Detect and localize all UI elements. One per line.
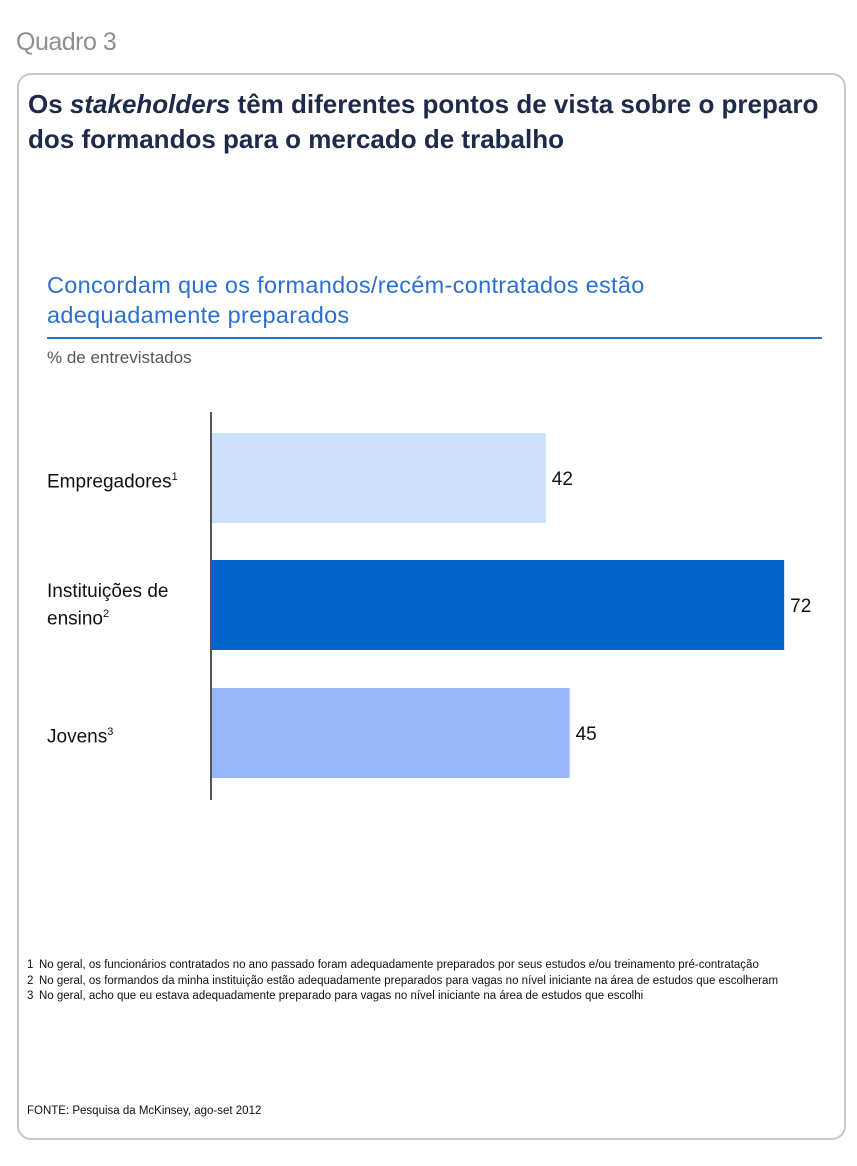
figure-number: Quadro 3 [16,28,117,56]
title-part-1: Os [28,89,70,119]
bar-value-label-3: 45 [576,724,597,745]
unit-label: % de entrevistados [47,348,192,367]
figure-title: Os stakeholders têm diferentes pontos de… [28,87,828,157]
footnote-text: No geral, acho que eu estava adequadamen… [39,990,644,1002]
bar-2 [212,560,785,650]
footnote-1: 1 No geral, os funcionários contratados n… [27,958,827,973]
footnote-2: 2 No geral, os formandos da minha institu… [27,974,827,989]
title-italic: stakeholders [69,89,231,119]
category-note-ref: 1 [171,471,178,483]
category-text: Instituições de ensino [47,581,169,630]
footnote-number: 2 [27,974,34,987]
bar-value-label-2: 72 [790,596,811,617]
bar-3 [212,688,570,778]
footnote-3: 3 No geral, acho que eu estava adequadame… [27,989,827,1004]
category-note-ref: 2 [103,608,110,620]
footnote-number: 3 [27,990,34,1002]
category-text: Empregadores [47,471,172,493]
category-text: Jovens [47,726,108,748]
title-divider [47,337,822,339]
bar-value-label-1: 42 [552,469,573,490]
category-label-2: Instituições de ensino2 [47,580,197,630]
footnote-number: 1 [27,959,34,971]
category-label-1: Empregadores1 [47,466,178,493]
footnotes: 1 No geral, os funcionários contratados n… [27,958,827,1005]
title-part-2: têm diferentes pontos de vista sobre o p… [28,89,819,154]
bar-1 [212,433,546,523]
category-label-3: Jovens3 [47,721,113,748]
chart-title: Concordam que os formandos/recém-contrat… [47,272,645,328]
footnote-text: No geral, os formandos da minha institui… [39,974,779,987]
category-note-ref: 3 [107,726,114,738]
source-note: FONTE: Pesquisa da McKinsey, ago-set 201… [27,1105,262,1117]
footnote-text: No geral, os funcionários contratados no… [39,959,759,971]
